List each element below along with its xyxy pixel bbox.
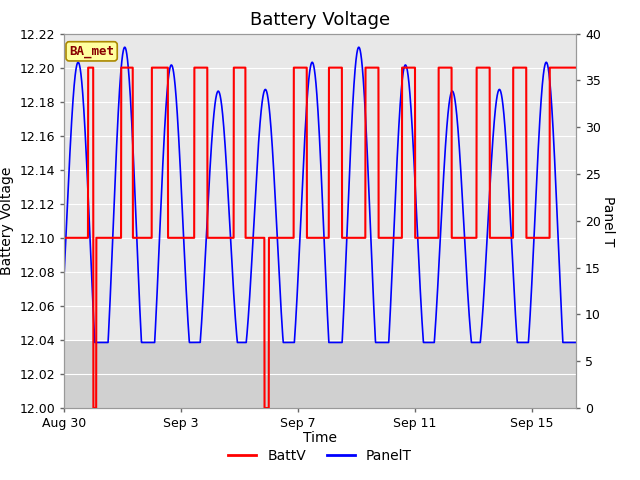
Title: Battery Voltage: Battery Voltage — [250, 11, 390, 29]
Text: BA_met: BA_met — [69, 45, 114, 58]
Bar — [64, 340, 576, 408]
Y-axis label: Panel T: Panel T — [601, 196, 615, 246]
X-axis label: Time: Time — [303, 432, 337, 445]
Y-axis label: Battery Voltage: Battery Voltage — [0, 167, 13, 275]
Legend: BattV, PanelT: BattV, PanelT — [223, 443, 417, 468]
